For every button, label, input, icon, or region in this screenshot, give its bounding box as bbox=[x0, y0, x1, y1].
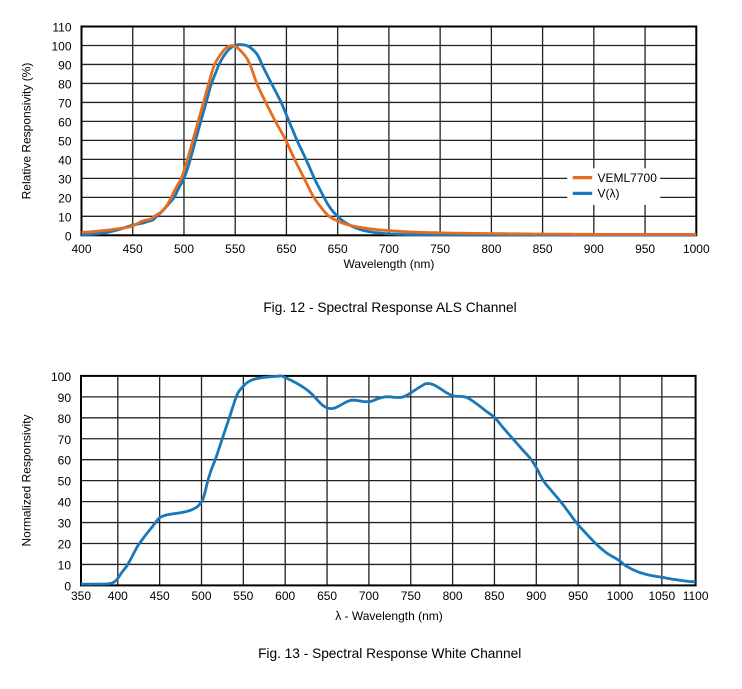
svg-text:800: 800 bbox=[481, 242, 501, 256]
svg-text:400: 400 bbox=[108, 589, 128, 603]
svg-text:40: 40 bbox=[58, 496, 72, 510]
svg-text:30: 30 bbox=[58, 517, 72, 531]
svg-text:850: 850 bbox=[484, 589, 504, 603]
svg-text:500: 500 bbox=[174, 242, 194, 256]
svg-text:20: 20 bbox=[58, 538, 72, 552]
svg-text:400: 400 bbox=[71, 242, 91, 256]
svg-text:Normalized Responsivity: Normalized Responsivity bbox=[20, 414, 34, 546]
svg-text:650: 650 bbox=[328, 242, 348, 256]
svg-text:650: 650 bbox=[276, 242, 296, 256]
svg-text:50: 50 bbox=[58, 475, 72, 489]
svg-text:1100: 1100 bbox=[683, 589, 709, 603]
svg-text:70: 70 bbox=[58, 433, 72, 447]
svg-text:50: 50 bbox=[58, 134, 72, 148]
svg-text:Fig. 13 - Spectral Response Wh: Fig. 13 - Spectral Response White Channe… bbox=[258, 646, 521, 661]
svg-text:0: 0 bbox=[64, 579, 71, 593]
svg-text:100: 100 bbox=[51, 40, 71, 54]
svg-text:450: 450 bbox=[123, 242, 143, 256]
svg-text:1000: 1000 bbox=[607, 589, 634, 603]
svg-text:Relative Responsivity (%): Relative Responsivity (%) bbox=[20, 63, 34, 200]
svg-text:500: 500 bbox=[191, 589, 211, 603]
svg-text:90: 90 bbox=[58, 59, 72, 73]
svg-text:650: 650 bbox=[317, 589, 337, 603]
svg-text:VEML7700: VEML7700 bbox=[598, 171, 658, 185]
svg-text:60: 60 bbox=[58, 115, 72, 129]
svg-text:900: 900 bbox=[584, 242, 604, 256]
svg-text:700: 700 bbox=[359, 589, 379, 603]
svg-text:750: 750 bbox=[430, 242, 450, 256]
svg-text:600: 600 bbox=[275, 589, 295, 603]
svg-text:90: 90 bbox=[58, 391, 72, 405]
svg-text:80: 80 bbox=[58, 412, 72, 426]
svg-text:70: 70 bbox=[58, 96, 72, 110]
svg-text:Wavelength (nm): Wavelength (nm) bbox=[343, 257, 434, 271]
svg-text:V(λ): V(λ) bbox=[598, 187, 620, 201]
svg-text:110: 110 bbox=[52, 21, 71, 35]
svg-text:10: 10 bbox=[58, 558, 72, 572]
svg-text:850: 850 bbox=[533, 242, 553, 256]
svg-text:550: 550 bbox=[233, 589, 253, 603]
svg-text:20: 20 bbox=[58, 191, 72, 205]
svg-text:1050: 1050 bbox=[648, 589, 675, 603]
svg-text:800: 800 bbox=[443, 589, 463, 603]
svg-text:950: 950 bbox=[635, 242, 655, 256]
svg-text:10: 10 bbox=[58, 210, 72, 224]
svg-text:550: 550 bbox=[225, 242, 245, 256]
svg-text:0: 0 bbox=[65, 229, 72, 243]
svg-text:750: 750 bbox=[401, 589, 421, 603]
svg-text:350: 350 bbox=[71, 589, 91, 603]
svg-text:1000: 1000 bbox=[683, 242, 710, 256]
svg-text:40: 40 bbox=[58, 153, 72, 167]
svg-text:30: 30 bbox=[58, 172, 72, 186]
svg-text:100: 100 bbox=[51, 370, 71, 384]
svg-text:80: 80 bbox=[58, 77, 72, 91]
svg-text:700: 700 bbox=[379, 242, 399, 256]
svg-text:Fig. 12 - Spectral Response AL: Fig. 12 - Spectral Response ALS Channel bbox=[263, 300, 516, 315]
svg-text:60: 60 bbox=[58, 454, 72, 468]
svg-text:λ - Wavelength (nm): λ - Wavelength (nm) bbox=[335, 609, 443, 623]
svg-text:900: 900 bbox=[526, 589, 546, 603]
svg-text:450: 450 bbox=[150, 589, 170, 603]
svg-text:950: 950 bbox=[568, 589, 588, 603]
